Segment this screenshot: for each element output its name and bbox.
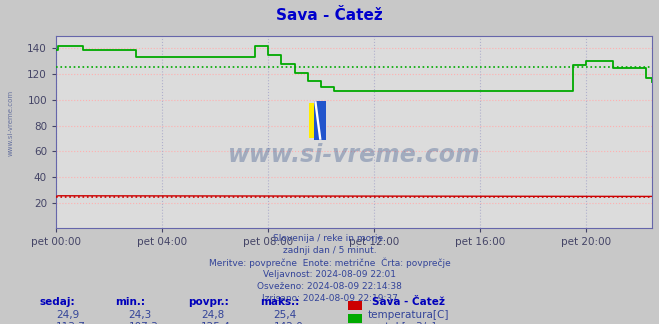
Text: Meritve: povprečne  Enote: metrične  Črta: povprečje: Meritve: povprečne Enote: metrične Črta:… (209, 258, 450, 268)
Text: maks.:: maks.: (260, 297, 300, 307)
Text: 125,4: 125,4 (201, 322, 231, 324)
Text: Veljavnost: 2024-08-09 22:01: Veljavnost: 2024-08-09 22:01 (263, 270, 396, 279)
Text: Osveženo: 2024-08-09 22:14:38: Osveženo: 2024-08-09 22:14:38 (257, 282, 402, 291)
Text: Izrisano: 2024-08-09 22:19:37: Izrisano: 2024-08-09 22:19:37 (262, 294, 397, 303)
Text: zadnji dan / 5 minut.: zadnji dan / 5 minut. (283, 246, 376, 255)
Bar (310, 103, 319, 138)
Text: 24,9: 24,9 (56, 310, 79, 320)
Text: min.:: min.: (115, 297, 146, 307)
Polygon shape (314, 101, 322, 140)
Text: 24,3: 24,3 (129, 310, 152, 320)
Text: temperatura[C]: temperatura[C] (368, 310, 449, 320)
Text: Sava - Čatež: Sava - Čatež (276, 8, 383, 23)
Text: Sava - Čatež: Sava - Čatež (372, 297, 445, 307)
Text: 142,0: 142,0 (273, 322, 303, 324)
Text: povpr.:: povpr.: (188, 297, 229, 307)
Text: 25,4: 25,4 (273, 310, 297, 320)
Text: Slovenija / reke in morje.: Slovenija / reke in morje. (273, 234, 386, 243)
Text: www.si-vreme.com: www.si-vreme.com (8, 90, 14, 156)
Bar (314, 101, 326, 140)
Text: 107,3: 107,3 (129, 322, 158, 324)
Text: 24,8: 24,8 (201, 310, 224, 320)
Text: sedaj:: sedaj: (40, 297, 75, 307)
Text: www.si-vreme.com: www.si-vreme.com (228, 143, 480, 167)
Text: pretok[m3/s]: pretok[m3/s] (368, 322, 436, 324)
Text: 113,7: 113,7 (56, 322, 86, 324)
